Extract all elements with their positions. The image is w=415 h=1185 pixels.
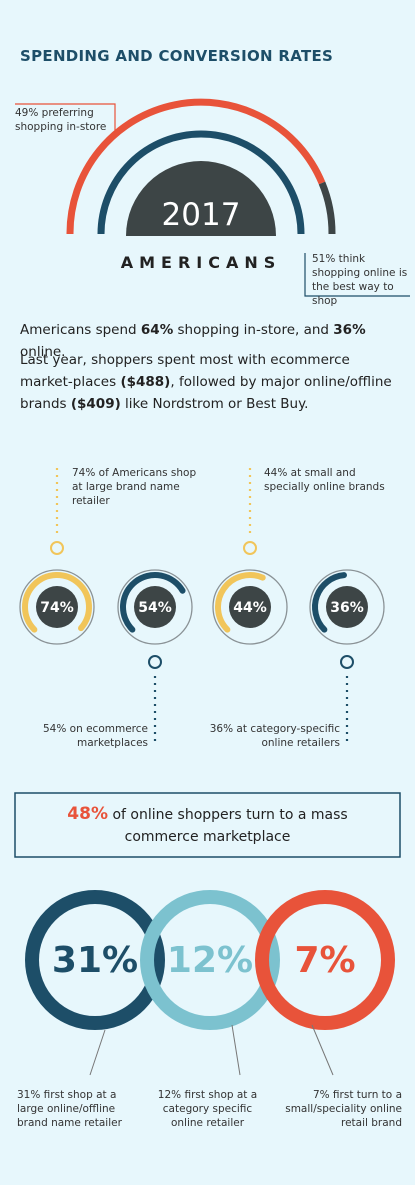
big-ring-label: 12% bbox=[167, 940, 253, 981]
ring-note: 36% at category-specific online retailer… bbox=[209, 723, 340, 749]
connectors bbox=[50, 468, 354, 746]
ring-note: 54% on ecommerce marketplaces bbox=[43, 723, 148, 749]
ring-caption: 12% first shop at a category specific on… bbox=[157, 1089, 258, 1129]
ring-center bbox=[229, 586, 271, 628]
leader-line bbox=[231, 1024, 241, 1076]
text: online. bbox=[20, 344, 66, 360]
highlight: 64% bbox=[140, 322, 174, 338]
dot-ring bbox=[243, 541, 257, 555]
big-ring bbox=[140, 890, 280, 1030]
highlight: ($488) bbox=[120, 374, 171, 390]
dot-ring bbox=[340, 655, 354, 669]
note-bracket bbox=[15, 103, 116, 134]
small-rings: 74% 54% 44% 36% bbox=[19, 569, 385, 645]
hero-note: 49% preferring shopping in-store bbox=[15, 107, 107, 133]
ring-center bbox=[326, 586, 368, 628]
title: SPENDING AND CONVERSION RATES bbox=[20, 47, 334, 65]
callout-box bbox=[14, 792, 401, 858]
highlight: ($409) bbox=[70, 396, 121, 412]
ring-center bbox=[36, 586, 78, 628]
text: , followed by major online/offline brand… bbox=[20, 374, 392, 412]
ring-caption: 7% first turn to a small/speciality onli… bbox=[285, 1089, 402, 1129]
ring-note: 44% at small and specially online brands bbox=[264, 467, 385, 493]
paragraph: Americans spend 64% shopping in-store, a… bbox=[20, 319, 405, 363]
big-ring bbox=[255, 890, 395, 1030]
ring-label: 36% bbox=[330, 600, 364, 616]
dot-ring bbox=[148, 655, 162, 669]
text: of online shoppers turn to a mass commer… bbox=[108, 807, 348, 845]
ring-caption: 31% first shop at a large online/offline… bbox=[17, 1089, 122, 1129]
ring-label: 74% bbox=[40, 600, 74, 616]
ring-label: 44% bbox=[233, 600, 267, 616]
paragraph: Last year, shoppers spent most with ecom… bbox=[20, 349, 400, 415]
highlight: 48% bbox=[67, 804, 108, 824]
ring-arc bbox=[215, 572, 266, 633]
ring-label: 54% bbox=[138, 600, 172, 616]
highlight: 36% bbox=[333, 322, 366, 338]
big-ring-label: 31% bbox=[52, 940, 138, 981]
ring-arc bbox=[312, 572, 347, 633]
leader-line bbox=[89, 1029, 106, 1076]
outer-arc-end bbox=[318, 181, 336, 235]
inner-dome bbox=[126, 161, 276, 236]
hero-note: 51% think shopping online is the best wa… bbox=[312, 253, 408, 307]
year: 2017 bbox=[162, 197, 241, 233]
note-bracket bbox=[304, 253, 410, 297]
text: shopping in-store, and bbox=[173, 322, 334, 338]
text: Last year, shoppers spent most with ecom… bbox=[20, 352, 350, 390]
middle-arc bbox=[97, 130, 305, 235]
text: like Nordstrom or Best Buy. bbox=[120, 396, 309, 412]
dot-ring bbox=[50, 541, 64, 555]
hero-label: AMERICANS bbox=[121, 253, 282, 272]
ring-arc bbox=[22, 572, 92, 633]
ring-arc bbox=[120, 572, 186, 633]
leader-line bbox=[311, 1024, 334, 1076]
outer-arc bbox=[66, 98, 326, 235]
big-ring bbox=[25, 890, 165, 1030]
ring-center bbox=[134, 586, 176, 628]
text: Americans spend bbox=[20, 322, 141, 338]
ring-note: 74% of Americans shop at large brand nam… bbox=[72, 467, 197, 507]
callout: 48% of online shoppers turn to a mass co… bbox=[30, 803, 385, 848]
big-ring-label: 7% bbox=[294, 940, 355, 981]
